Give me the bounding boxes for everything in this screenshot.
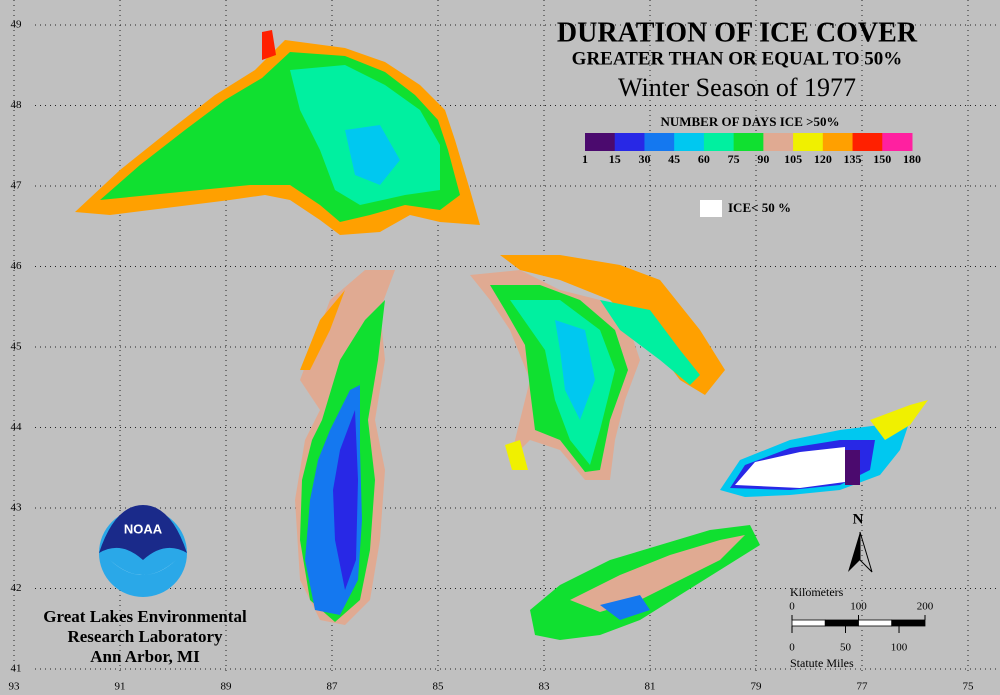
longitude-label: 87 bbox=[327, 681, 339, 693]
longitude-label: 91 bbox=[115, 681, 126, 693]
longitude-label: 77 bbox=[857, 681, 869, 693]
season: Winter Season of 1977 bbox=[618, 73, 856, 102]
legend-title: NUMBER OF DAYS ICE >50% bbox=[660, 114, 839, 129]
longitude-label: 75 bbox=[963, 681, 975, 693]
longitude-label: 93 bbox=[9, 681, 21, 693]
noaa-logo: NOAA bbox=[99, 505, 187, 597]
logo-text: NOAA bbox=[124, 521, 163, 536]
scale-bar: 0 100 200 0 50 100 bbox=[789, 601, 934, 654]
lake-huron bbox=[470, 255, 725, 480]
latitude-label: 46 bbox=[11, 260, 23, 272]
longitude-label: 89 bbox=[221, 681, 233, 693]
legend-tick-label: 120 bbox=[814, 152, 832, 166]
latitude-label: 49 bbox=[11, 19, 23, 31]
latitude-label: 42 bbox=[11, 582, 22, 594]
scale-mile-tick: 50 bbox=[840, 642, 852, 654]
latitude-label: 41 bbox=[11, 663, 22, 675]
scale-segment bbox=[791, 619, 826, 627]
legend-tick-label: 75 bbox=[728, 152, 740, 166]
legend-swatch bbox=[644, 133, 675, 151]
scale-miles-label: Statute Miles bbox=[790, 656, 854, 670]
latitude-label: 44 bbox=[11, 421, 23, 433]
organization-line: Great Lakes Environmental bbox=[43, 607, 247, 626]
longitude-label: 85 bbox=[433, 681, 445, 693]
longitude-label: 81 bbox=[645, 681, 656, 693]
legend-swatch bbox=[674, 133, 705, 151]
legend-white-swatch bbox=[700, 200, 722, 217]
scale-mile-tick: 0 bbox=[789, 642, 795, 654]
legend-tick-label: 180 bbox=[903, 152, 921, 166]
legend-tick-label: 45 bbox=[668, 152, 680, 166]
scale-km-tick: 200 bbox=[917, 601, 934, 613]
legend-tick-label: 105 bbox=[784, 152, 802, 166]
latitude-label: 48 bbox=[11, 99, 23, 111]
lake-ontario bbox=[720, 400, 928, 497]
organization-line: Research Laboratory bbox=[67, 627, 223, 646]
legend-white-label: ICE< 50 % bbox=[728, 200, 791, 215]
legend: 1 15 30 45 60 75 90 105 120 135 150 180 bbox=[582, 133, 921, 166]
scale-km-tick: 0 bbox=[789, 601, 795, 613]
legend-swatch bbox=[852, 133, 883, 151]
legend-swatch bbox=[822, 133, 854, 151]
legend-swatch bbox=[793, 133, 824, 151]
scale-segment bbox=[858, 619, 893, 627]
north-arrow bbox=[859, 531, 873, 573]
legend-tick-label: 1 bbox=[582, 152, 588, 166]
scale-mile-tick: 100 bbox=[891, 642, 908, 654]
lake-superior bbox=[75, 30, 480, 235]
lake-erie bbox=[530, 525, 760, 640]
legend-tick-label: 135 bbox=[844, 152, 862, 166]
legend-swatch bbox=[703, 133, 735, 151]
scale-km-label: Kilometers bbox=[790, 585, 844, 599]
longitude-label: 79 bbox=[751, 681, 763, 693]
scale-segment bbox=[891, 619, 926, 627]
longitude-label: 83 bbox=[539, 681, 551, 693]
subtitle: GREATER THAN OR EQUAL TO 50% bbox=[572, 48, 903, 69]
legend-tick-label: 15 bbox=[609, 152, 621, 166]
legend-swatch bbox=[585, 133, 616, 151]
scale-km-tick: 100 bbox=[850, 601, 867, 613]
legend-swatch bbox=[614, 133, 645, 151]
north-arrow bbox=[848, 532, 860, 572]
legend-tick-label: 150 bbox=[873, 152, 891, 166]
legend-tick-label: 30 bbox=[638, 152, 650, 166]
legend-swatch bbox=[763, 133, 794, 151]
north-label: N bbox=[853, 511, 864, 527]
scale-segment bbox=[824, 619, 859, 627]
legend-swatch bbox=[733, 133, 764, 151]
legend-swatch bbox=[882, 133, 913, 151]
title: DURATION OF ICE COVER bbox=[557, 17, 918, 48]
legend-tick-label: 60 bbox=[698, 152, 710, 166]
latitude-label: 45 bbox=[11, 341, 23, 353]
latitude-label: 47 bbox=[11, 180, 23, 192]
latitude-label: 43 bbox=[11, 502, 23, 514]
lake-michigan bbox=[295, 270, 395, 625]
legend-tick-label: 90 bbox=[757, 152, 769, 166]
organization-line: Ann Arbor, MI bbox=[90, 647, 200, 666]
